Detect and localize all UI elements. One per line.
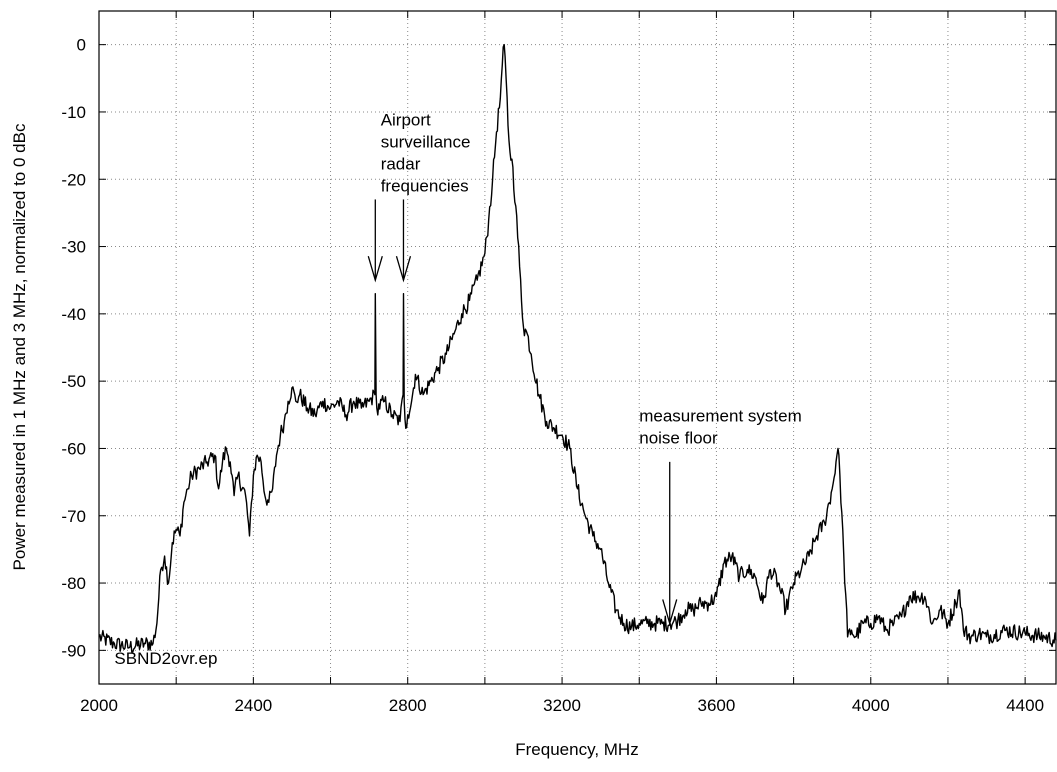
annotations: Airport surveillance radar frequencies measu… (114, 110, 801, 667)
x-tick-label-4400: 4400 (1006, 696, 1044, 715)
plot-frame (98, 10, 1057, 685)
y-tick-label--70: -70 (61, 507, 86, 526)
y-tick-label--60: -60 (61, 439, 86, 458)
y-tick-label--20: -20 (61, 170, 86, 189)
y-tick-label-0: 0 (77, 36, 86, 55)
y-tick-label--10: -10 (61, 103, 86, 122)
grid-lines (98, 11, 1056, 684)
arrow-head-0 (367, 256, 383, 283)
x-tick-label-3200: 3200 (543, 696, 581, 715)
arrow-head-1 (395, 256, 412, 283)
y-axis-title: Power measured in 1 MHz and 3 MHz, norma… (10, 123, 29, 570)
y-axis-ticks: 0 -10 -20 -30 -40 -50 -60 -70 -80 -90 (61, 36, 1056, 660)
y-tick-label--50: -50 (61, 372, 86, 391)
x-axis-ticks: 2000 2400 2800 3200 3600 4000 4400 (80, 11, 1044, 715)
x-tick-label-3600: 3600 (698, 696, 736, 715)
annotation-1: measurement system noise floor (639, 407, 802, 448)
x-tick-label-2400: 2400 (234, 696, 272, 715)
arrow-head-2 (662, 599, 678, 626)
y-tick-label--30: -30 (61, 238, 86, 257)
x-tick-label-2000: 2000 (80, 696, 118, 715)
series-line-spectrum (98, 43, 1057, 653)
annotation-arrows (367, 199, 678, 626)
x-tick-label-2800: 2800 (389, 696, 427, 715)
y-tick-label--80: -80 (61, 574, 86, 593)
x-tick-label-4000: 4000 (852, 696, 890, 715)
y-tick-label--40: -40 (61, 305, 86, 324)
y-tick-label--90: -90 (61, 641, 86, 660)
plot-background (99, 11, 1056, 684)
annotation-0: Airport surveillance radar frequencies (381, 110, 471, 195)
x-axis-title: Frequency, MHz (515, 740, 638, 759)
annotation-2: SBND2ovr.ep (114, 649, 217, 668)
